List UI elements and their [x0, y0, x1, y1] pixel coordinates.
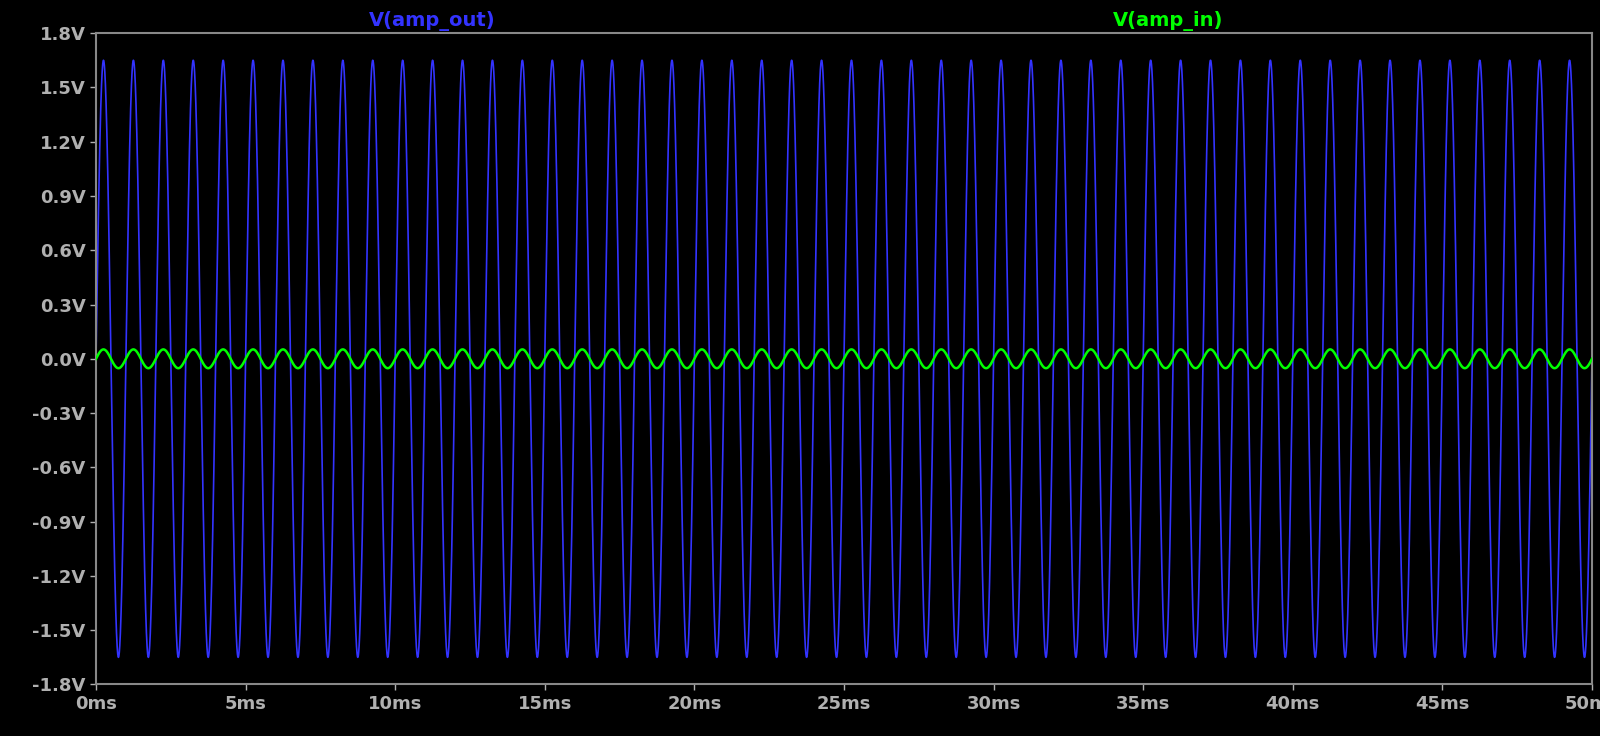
Text: V(amp_in): V(amp_in) [1114, 11, 1222, 31]
Text: V(amp_out): V(amp_out) [368, 11, 496, 31]
